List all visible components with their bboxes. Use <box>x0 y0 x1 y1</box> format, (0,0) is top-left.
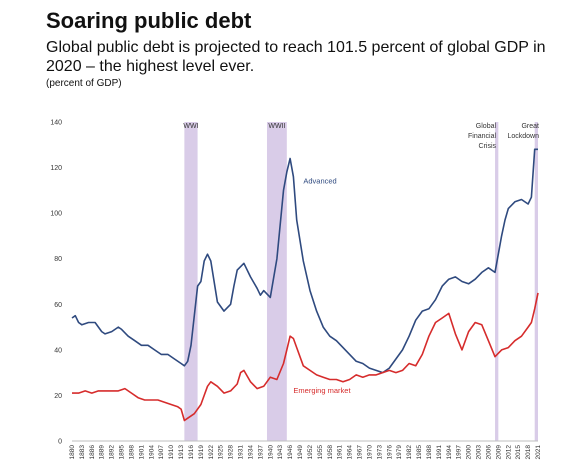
x-tick-label: 1994 <box>446 445 453 460</box>
x-tick-label: 1922 <box>208 445 215 460</box>
x-tick-label: 1967 <box>357 445 364 460</box>
y-tick-label: 0 <box>58 439 62 446</box>
x-tick-label: 1940 <box>267 445 274 460</box>
x-tick-label: 1931 <box>238 445 245 460</box>
emerging-series-line <box>72 292 539 422</box>
x-tick-label: 1883 <box>79 445 86 460</box>
chart-subtitle: Global public debt is projected to reach… <box>46 39 546 75</box>
shaded-period <box>266 122 287 441</box>
shaded-period-label: Crisis <box>479 143 497 150</box>
x-tick-label: 1916 <box>188 445 195 460</box>
x-tick-label: 1973 <box>376 445 383 460</box>
x-tick-label: 1949 <box>297 445 304 460</box>
shaded-period-label: Great <box>521 123 539 130</box>
chart-title: Soaring public debt <box>46 8 252 33</box>
x-tick-label: 1913 <box>178 445 185 460</box>
x-tick-label: 1925 <box>218 445 225 460</box>
x-tick-label: 1997 <box>456 445 463 460</box>
x-tick-label: 1919 <box>198 445 205 460</box>
shaded-period <box>495 122 499 441</box>
x-tick-label: 1946 <box>287 445 294 460</box>
x-tick-label: 1979 <box>396 445 403 460</box>
shaded-period-label: WWII <box>268 123 285 130</box>
x-tick-label: 1955 <box>317 445 324 460</box>
x-tick-label: 1961 <box>337 445 344 460</box>
y-tick-label: 80 <box>54 256 62 263</box>
x-tick-label: 1910 <box>168 445 175 460</box>
series-label: Advanced <box>303 177 336 186</box>
x-tick-label: 2012 <box>505 445 512 460</box>
shaded-period <box>534 122 538 441</box>
shaded-period-label: WWI <box>183 123 198 130</box>
y-tick-label: 140 <box>50 120 62 127</box>
units-label: (percent of GDP) <box>46 78 122 89</box>
x-tick-label: 2009 <box>495 445 502 460</box>
shaded-period-label: Lockdown <box>507 133 539 140</box>
x-tick-label: 1898 <box>128 445 135 460</box>
x-tick-label: 1991 <box>436 445 443 460</box>
y-tick-label: 100 <box>50 211 62 218</box>
x-tick-label: 1952 <box>307 445 314 460</box>
x-tick-label: 1907 <box>158 445 165 460</box>
x-tick-label: 1895 <box>119 445 126 460</box>
y-tick-label: 120 <box>50 165 62 172</box>
x-tick-label: 1958 <box>327 445 334 460</box>
x-tick-label: 1988 <box>426 445 433 460</box>
x-tick-label: 1970 <box>366 445 373 460</box>
x-tick-label: 2003 <box>476 445 483 460</box>
shaded-period-label: Financial <box>468 133 496 140</box>
x-tick-label: 1934 <box>247 445 254 460</box>
x-tick-label: 2015 <box>515 445 522 460</box>
y-tick-label: 60 <box>54 302 62 309</box>
shaded-period <box>184 122 198 441</box>
shaded-period-label: Global <box>476 123 497 130</box>
x-tick-label: 1982 <box>406 445 413 460</box>
x-tick-label: 2021 <box>535 445 542 460</box>
x-tick-label: 1937 <box>257 445 264 460</box>
series-label: Emerging market <box>293 386 351 395</box>
advanced-series-line <box>71 148 538 374</box>
x-tick-label: 1928 <box>228 445 235 460</box>
x-tick-label: 2018 <box>525 445 532 460</box>
x-tick-label: 1880 <box>69 445 76 460</box>
x-tick-label: 1901 <box>138 445 145 460</box>
x-tick-label: 1943 <box>277 445 284 460</box>
y-tick-label: 20 <box>54 393 62 400</box>
x-tick-label: 1964 <box>347 445 354 460</box>
x-tick-label: 1904 <box>148 445 155 460</box>
x-tick-label: 1886 <box>89 445 96 460</box>
x-tick-label: 2000 <box>466 445 473 460</box>
x-tick-label: 1976 <box>386 445 393 460</box>
x-tick-label: 2006 <box>485 445 492 460</box>
x-tick-label: 1892 <box>109 445 116 460</box>
x-tick-label: 1889 <box>99 445 106 460</box>
x-tick-label: 1985 <box>416 445 423 460</box>
y-tick-label: 40 <box>54 347 62 354</box>
